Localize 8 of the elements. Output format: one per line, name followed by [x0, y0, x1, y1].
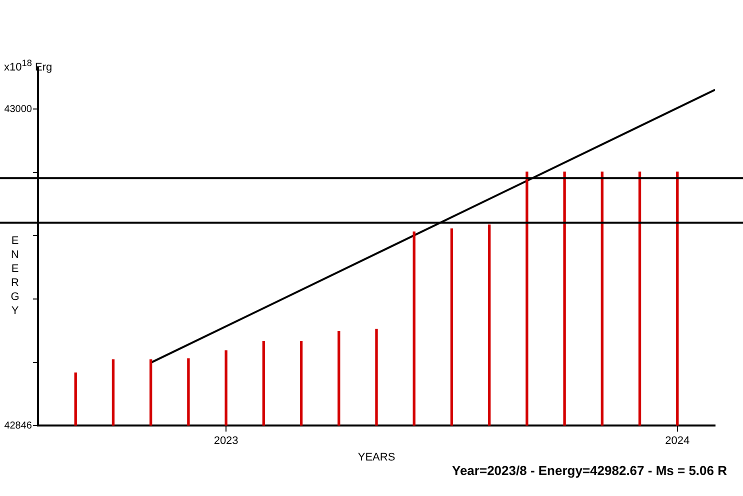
- y-tick-label: 42846: [4, 420, 32, 432]
- y-axis-title: ENERGY: [10, 234, 20, 318]
- x-tick-label: 2024: [665, 435, 690, 448]
- x-tick-label: 2023: [214, 435, 238, 448]
- y-tick-label: 43000: [4, 104, 32, 115]
- annotation: x10$^{18}$ Erg: [4, 58, 52, 74]
- x-axis-title: YEARS: [358, 451, 396, 464]
- text: Year=2023/8 - Energy=42982.67 - Ms = 5.06 R: [452, 463, 727, 478]
